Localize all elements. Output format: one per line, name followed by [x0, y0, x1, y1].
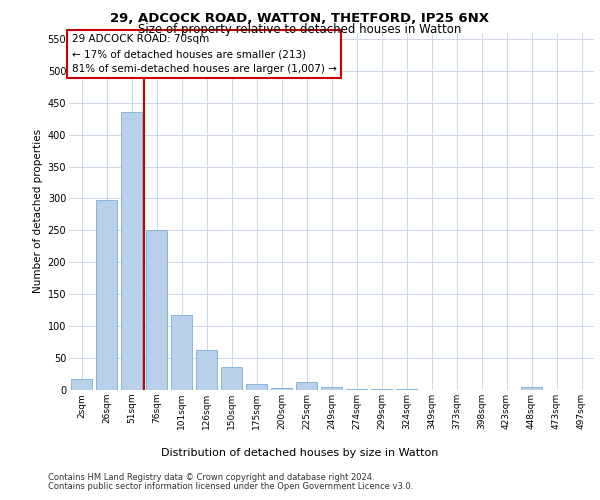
Bar — [71, 378, 92, 390]
Text: 29, ADCOCK ROAD, WATTON, THETFORD, IP25 6NX: 29, ADCOCK ROAD, WATTON, THETFORD, IP25 … — [110, 12, 490, 24]
Bar — [271, 388, 292, 390]
Bar — [246, 384, 267, 390]
Bar — [221, 367, 242, 390]
Bar — [296, 382, 317, 390]
Bar — [196, 350, 217, 390]
Text: Size of property relative to detached houses in Watton: Size of property relative to detached ho… — [139, 22, 461, 36]
Bar — [371, 388, 392, 390]
Text: Contains HM Land Registry data © Crown copyright and database right 2024.: Contains HM Land Registry data © Crown c… — [48, 472, 374, 482]
Bar — [521, 387, 542, 390]
Bar — [396, 388, 417, 390]
Bar — [96, 200, 117, 390]
Y-axis label: Number of detached properties: Number of detached properties — [34, 129, 43, 294]
Bar — [171, 314, 192, 390]
Bar — [321, 387, 342, 390]
Bar — [146, 230, 167, 390]
Text: Distribution of detached houses by size in Watton: Distribution of detached houses by size … — [161, 448, 439, 458]
Text: Contains public sector information licensed under the Open Government Licence v3: Contains public sector information licen… — [48, 482, 413, 491]
Bar — [121, 112, 142, 390]
Bar — [346, 388, 367, 390]
Text: 29 ADCOCK ROAD: 70sqm
← 17% of detached houses are smaller (213)
81% of semi-det: 29 ADCOCK ROAD: 70sqm ← 17% of detached … — [71, 34, 337, 74]
